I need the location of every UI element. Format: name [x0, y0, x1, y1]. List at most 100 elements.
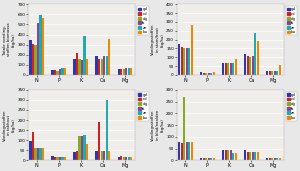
- Bar: [64, 157, 66, 160]
- Bar: [51, 70, 54, 75]
- Bar: [81, 136, 83, 160]
- Bar: [34, 45, 37, 75]
- Bar: [225, 150, 227, 160]
- Bar: [29, 141, 32, 160]
- Bar: [256, 152, 259, 160]
- Legend: gd, cd, dg, fs, ze, bu: gd, cd, dg, fs, ze, bu: [286, 6, 297, 35]
- Bar: [56, 157, 59, 160]
- Bar: [34, 148, 37, 160]
- Bar: [252, 56, 254, 75]
- Bar: [125, 68, 127, 75]
- Bar: [42, 148, 44, 160]
- Bar: [188, 48, 190, 75]
- Bar: [108, 39, 110, 75]
- Bar: [210, 73, 212, 75]
- Bar: [188, 142, 190, 160]
- Bar: [81, 60, 83, 75]
- Bar: [118, 69, 120, 75]
- Bar: [205, 158, 207, 160]
- Bar: [74, 59, 76, 75]
- Bar: [271, 158, 273, 160]
- Bar: [202, 158, 205, 160]
- Bar: [230, 63, 232, 75]
- Bar: [183, 97, 185, 160]
- Bar: [76, 53, 78, 75]
- Bar: [178, 44, 180, 75]
- Bar: [86, 144, 88, 160]
- Bar: [61, 157, 64, 160]
- Legend: gd, cd, dg, fs, ze, bu: gd, cd, dg, fs, ze, bu: [137, 92, 148, 121]
- Bar: [181, 143, 183, 160]
- Bar: [64, 68, 66, 75]
- Bar: [230, 150, 232, 160]
- Bar: [79, 136, 81, 160]
- Bar: [274, 71, 276, 75]
- Bar: [108, 151, 110, 160]
- Bar: [225, 63, 227, 75]
- Bar: [51, 156, 54, 160]
- Bar: [59, 157, 61, 160]
- Bar: [100, 151, 103, 160]
- Bar: [266, 70, 268, 75]
- Y-axis label: Totale voeding-
stoffen biomassa
(kg/ha): Totale voeding- stoffen biomassa (kg/ha): [3, 23, 16, 56]
- Bar: [266, 158, 268, 160]
- Bar: [227, 63, 229, 75]
- Y-axis label: Voedingsstoffen
in blad/naalden
(kg/ha): Voedingsstoffen in blad/naalden (kg/ha): [152, 109, 165, 141]
- Bar: [122, 157, 125, 160]
- Bar: [103, 56, 105, 75]
- Bar: [208, 73, 210, 75]
- Bar: [120, 156, 122, 160]
- Bar: [54, 70, 56, 75]
- Bar: [61, 68, 64, 75]
- Bar: [186, 48, 188, 75]
- Bar: [254, 32, 256, 75]
- Bar: [232, 153, 234, 160]
- Bar: [213, 72, 215, 75]
- Bar: [74, 152, 76, 160]
- Bar: [32, 132, 34, 160]
- Y-axis label: Voedingsstoffen
in stam/hout
(kg/ha): Voedingsstoffen in stam/hout (kg/ha): [152, 24, 165, 55]
- Bar: [37, 23, 39, 75]
- Bar: [208, 158, 210, 160]
- Bar: [86, 59, 88, 75]
- Bar: [249, 152, 251, 160]
- Bar: [130, 68, 132, 75]
- Bar: [210, 158, 212, 160]
- Bar: [205, 73, 207, 75]
- Bar: [98, 59, 100, 75]
- Bar: [249, 57, 251, 75]
- Bar: [222, 150, 224, 160]
- Bar: [40, 15, 42, 75]
- Bar: [200, 72, 202, 75]
- Bar: [254, 152, 256, 160]
- Bar: [190, 142, 193, 160]
- Bar: [227, 150, 229, 160]
- Bar: [128, 68, 130, 75]
- Bar: [37, 148, 39, 160]
- Bar: [128, 157, 130, 160]
- Bar: [95, 56, 98, 75]
- Bar: [183, 48, 185, 75]
- Bar: [235, 153, 237, 160]
- Bar: [122, 69, 125, 75]
- Bar: [186, 142, 188, 160]
- Bar: [181, 47, 183, 75]
- Bar: [83, 36, 86, 75]
- Bar: [276, 158, 278, 160]
- Bar: [244, 150, 246, 160]
- Bar: [247, 56, 249, 75]
- Bar: [202, 73, 205, 75]
- Bar: [256, 41, 259, 75]
- Bar: [103, 151, 105, 160]
- Bar: [42, 18, 44, 75]
- Bar: [276, 71, 278, 75]
- Bar: [247, 152, 249, 160]
- Bar: [271, 71, 273, 75]
- Bar: [279, 65, 281, 75]
- Bar: [178, 142, 180, 160]
- Bar: [274, 158, 276, 160]
- Bar: [268, 71, 271, 75]
- Bar: [32, 44, 34, 75]
- Bar: [200, 158, 202, 160]
- Bar: [118, 157, 120, 160]
